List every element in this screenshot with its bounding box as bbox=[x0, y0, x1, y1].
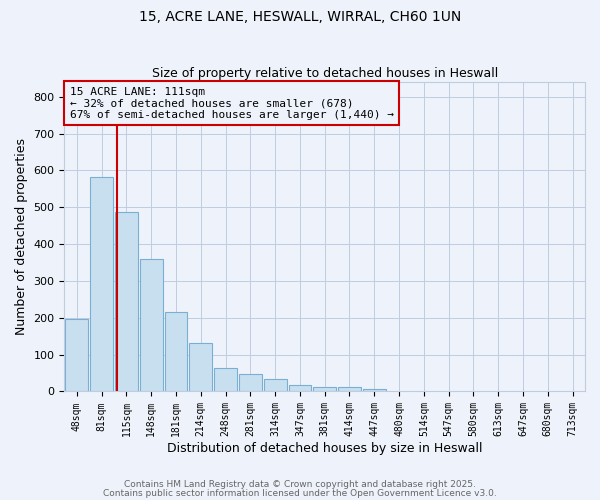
Text: 15 ACRE LANE: 111sqm
← 32% of detached houses are smaller (678)
67% of semi-deta: 15 ACRE LANE: 111sqm ← 32% of detached h… bbox=[70, 86, 394, 120]
Y-axis label: Number of detached properties: Number of detached properties bbox=[15, 138, 28, 336]
Bar bbox=[164, 312, 187, 392]
Text: 15, ACRE LANE, HESWALL, WIRRAL, CH60 1UN: 15, ACRE LANE, HESWALL, WIRRAL, CH60 1UN bbox=[139, 10, 461, 24]
Bar bbox=[338, 386, 361, 392]
Bar bbox=[190, 343, 212, 392]
Bar bbox=[264, 378, 287, 392]
Title: Size of property relative to detached houses in Heswall: Size of property relative to detached ho… bbox=[152, 66, 498, 80]
X-axis label: Distribution of detached houses by size in Heswall: Distribution of detached houses by size … bbox=[167, 442, 482, 455]
Bar bbox=[115, 212, 138, 392]
Bar bbox=[239, 374, 262, 392]
Bar bbox=[90, 176, 113, 392]
Text: Contains public sector information licensed under the Open Government Licence v3: Contains public sector information licen… bbox=[103, 488, 497, 498]
Bar bbox=[289, 385, 311, 392]
Bar bbox=[363, 389, 386, 392]
Text: Contains HM Land Registry data © Crown copyright and database right 2025.: Contains HM Land Registry data © Crown c… bbox=[124, 480, 476, 489]
Bar bbox=[214, 368, 237, 392]
Bar bbox=[313, 388, 336, 392]
Bar bbox=[140, 259, 163, 392]
Bar bbox=[65, 320, 88, 392]
